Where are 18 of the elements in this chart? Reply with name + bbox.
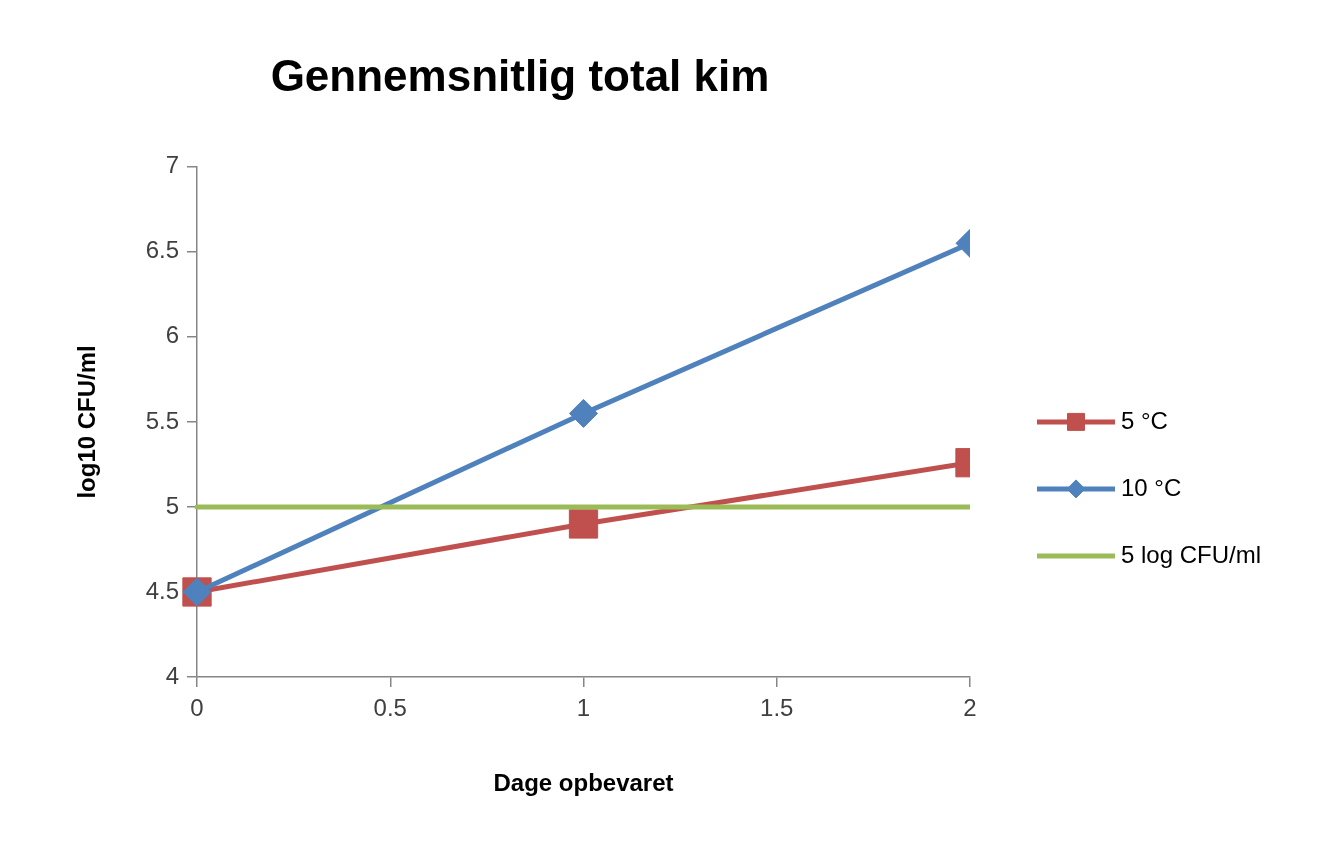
y-tick-label: 6.5 [145, 236, 179, 264]
x-tick-label: 0.5 [373, 694, 407, 722]
x-axis-title: Dage opbevaret [493, 769, 674, 797]
legend-label: 5 °C [1121, 406, 1168, 434]
legend-label: 5 log CFU/ml [1121, 540, 1262, 568]
x-tick-label: 1 [576, 694, 591, 722]
x-tick-label: 1.5 [760, 694, 794, 722]
x-tick-label: 2 [963, 694, 977, 722]
y-tick-label: 4 [165, 661, 179, 689]
y-tick-label: 7 [165, 151, 179, 179]
y-axis-title: log10 CFU/ml [73, 345, 101, 499]
y-tick-label: 6 [165, 321, 179, 349]
y-tick-label: 4.5 [145, 576, 179, 604]
y-tick-label: 5 [165, 491, 179, 519]
y-tick-label: 5.5 [145, 406, 179, 434]
x-tick-label: 0 [190, 694, 204, 722]
chart-title: Gennemsnitlig total kim [270, 50, 770, 100]
legend-label: 10 °C [1121, 473, 1182, 501]
